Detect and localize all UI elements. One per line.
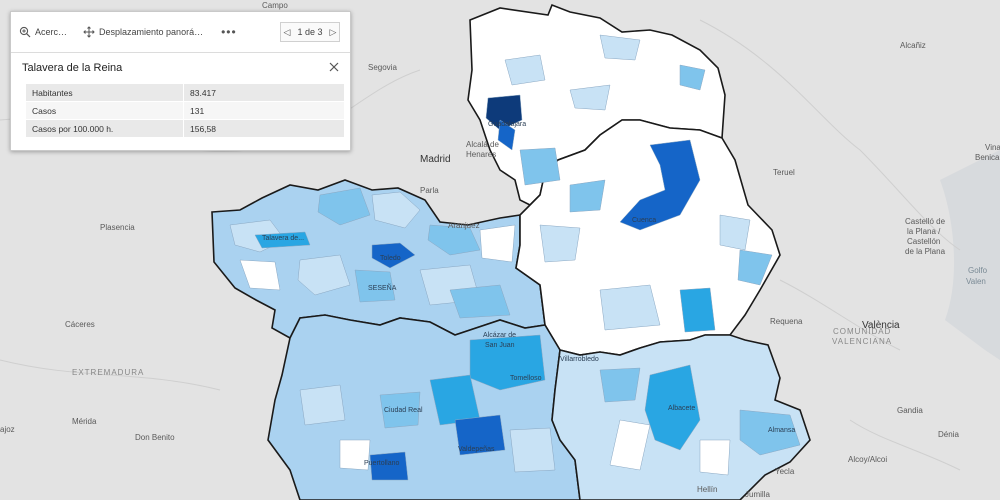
place-label: Requena <box>770 317 803 326</box>
popup-title: Talavera de la Reina <box>22 62 123 74</box>
map-feature-label: Talavera de... <box>262 235 304 242</box>
map-feature-label: Albacete <box>668 405 695 412</box>
zoom-to-label: Acerc… <box>35 27 68 37</box>
map-feature-label: Almansa <box>768 427 795 434</box>
place-label: Plasencia <box>100 223 135 232</box>
place-label: Castellón <box>907 237 940 246</box>
place-label: Don Benito <box>135 433 175 442</box>
region-label: EXTREMADURA <box>72 368 144 377</box>
place-label: Vina <box>985 143 1000 152</box>
place-label: Castelló de <box>905 217 946 226</box>
attribute-value: 83.417 <box>183 84 344 102</box>
pager-count: 1 de 3 <box>297 27 323 37</box>
place-label: Dénia <box>938 430 959 439</box>
place-label: Madrid <box>420 154 451 165</box>
place-label: Jumilla <box>745 490 770 499</box>
zoom-in-icon <box>19 26 31 38</box>
attribute-value: 131 <box>183 101 344 120</box>
sea-area <box>940 150 1000 360</box>
table-row: Casos por 100.000 h. 156,58 <box>26 119 344 138</box>
map-feature-label: Valdepeñas <box>458 446 495 453</box>
map-feature-label: Ciudad Real <box>384 407 423 414</box>
pan-icon <box>83 26 95 38</box>
map-feature-label: Alcázar de <box>483 332 516 339</box>
pan-to-label: Desplazamiento panorá… <box>99 27 204 37</box>
feature-popup: Acerc… Desplazamiento panorá… ••• ◁ 1 de… <box>10 11 351 151</box>
place-label: Yecla <box>775 467 795 476</box>
popup-title-row: Talavera de la Reina <box>11 53 350 83</box>
sea-label: Valen <box>966 277 986 286</box>
place-label: Segovia <box>368 63 397 72</box>
municipality-patches <box>229 34 801 481</box>
attribute-value: 156,58 <box>183 119 344 138</box>
feature-pager: ◁ 1 de 3 ▷ <box>280 22 340 42</box>
previous-feature-button[interactable]: ◁ <box>283 26 291 37</box>
place-label: Teruel <box>773 168 795 177</box>
map-feature-label: Puertollano <box>364 460 400 467</box>
place-label: de la Plana <box>905 247 946 256</box>
place-label: Gandia <box>897 406 923 415</box>
place-label: Alcoy/Alcoi <box>848 455 887 464</box>
pan-to-button[interactable]: Desplazamiento panorá… <box>75 12 211 52</box>
map-feature-label: Tomelloso <box>510 375 542 382</box>
place-label: la Plana / <box>907 227 941 236</box>
region-label: COMUNIDAD <box>833 327 891 336</box>
place-label: Campo <box>262 1 288 10</box>
next-feature-button[interactable]: ▷ <box>329 26 337 37</box>
map-feature-label: Cuenca <box>632 217 656 224</box>
popup-toolbar: Acerc… Desplazamiento panorá… ••• ◁ 1 de… <box>11 12 350 53</box>
close-icon[interactable] <box>328 61 340 73</box>
sea-label: Golfo <box>968 266 988 275</box>
map-feature-label: Toledo <box>380 255 401 262</box>
place-label: Cáceres <box>65 320 95 329</box>
place-label: Parla <box>420 186 439 195</box>
map-feature-label: Villarrobledo <box>560 356 599 363</box>
attribute-label: Casos <box>26 101 184 120</box>
place-label: Hellín <box>697 485 717 494</box>
place-label: Alcalá de <box>466 140 499 149</box>
attribute-label: Habitantes <box>26 84 184 102</box>
zoom-to-button[interactable]: Acerc… <box>11 12 75 52</box>
place-label: Henares <box>466 150 496 159</box>
map-feature-label: Guadalajara <box>488 121 526 128</box>
attribute-label: Casos por 100.000 h. <box>26 119 184 138</box>
place-label: Alcañiz <box>900 41 926 50</box>
place-label: ajoz <box>0 425 15 434</box>
map-feature-label: San Juan <box>485 342 515 349</box>
place-label: Benicar <box>975 153 1000 162</box>
place-label: València <box>862 320 900 331</box>
place-label: Mérida <box>72 417 97 426</box>
region-label: VALENCIANA <box>832 337 892 346</box>
map-feature-label: SESEÑA <box>368 283 397 292</box>
table-row: Habitantes 83.417 <box>26 84 344 102</box>
place-label: Aranjuez <box>448 221 480 230</box>
attribute-table: Habitantes 83.417 Casos 131 Casos por 10… <box>26 84 344 138</box>
more-options-button[interactable]: ••• <box>221 25 237 39</box>
table-row: Casos 131 <box>26 101 344 120</box>
